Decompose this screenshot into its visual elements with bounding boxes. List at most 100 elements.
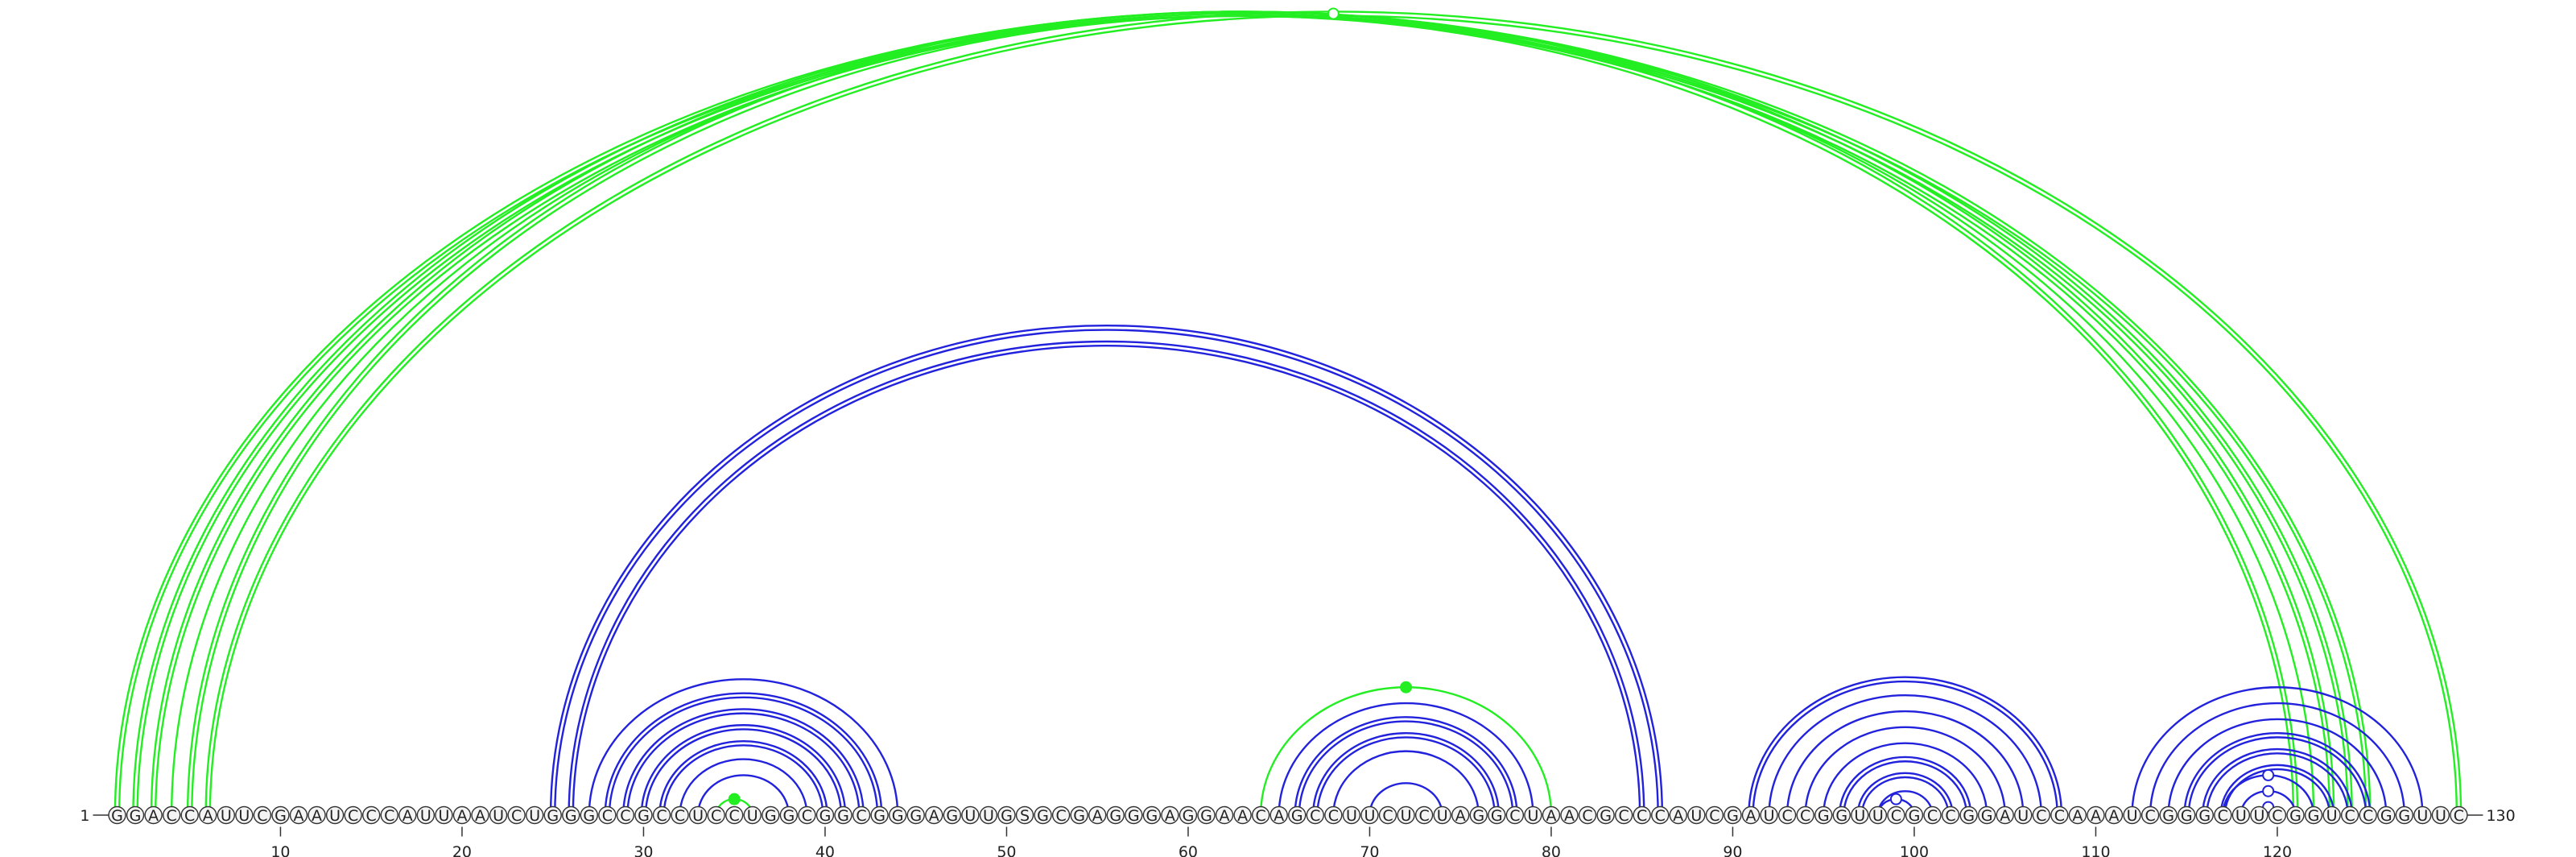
nucleotide-circle: [1342, 805, 1361, 825]
nucleotide-letter: U: [1872, 807, 1884, 825]
nucleotide: C: [162, 805, 181, 825]
nucleotide-circle: [1288, 805, 1307, 825]
nucleotide-circle: [2014, 805, 2033, 825]
arc-stroke: [132, 10, 2353, 816]
nucleotide-circle: [1651, 805, 1670, 825]
arc-stroke: [1298, 720, 1514, 816]
nucleotide-circle: [1796, 805, 1814, 825]
nucleotide-letter: G: [2308, 807, 2320, 825]
arcs-layer: [114, 7, 2462, 816]
nucleotide-circle: [471, 805, 489, 825]
nucleotide-letter: G: [946, 807, 958, 825]
nucleotide-letter: G: [2380, 807, 2392, 825]
nucleotide-letter: U: [692, 807, 704, 825]
nucleotide: G: [1106, 805, 1125, 825]
nucleotide-circle: [2413, 805, 2432, 825]
arc-stroke: [1368, 782, 1443, 816]
nucleotide-letter: C: [1781, 807, 1792, 825]
arc-stroke: [150, 10, 2335, 816]
nucleotide-circle: [762, 805, 780, 825]
arc-stroke: [186, 10, 2299, 816]
nucleotide: G: [108, 805, 126, 825]
base-pair-arc: [186, 10, 2299, 816]
arc-stroke: [568, 340, 1645, 816]
nucleotide-circle: [1125, 805, 1143, 825]
nucleotide-letter: A: [1546, 807, 1556, 825]
tick-label: 80: [1542, 843, 1561, 857]
nucleotide-circle: [652, 805, 671, 825]
nucleotide: U: [325, 805, 345, 825]
nucleotide-circle: [1142, 805, 1162, 825]
hollow-marker-icon: [2262, 785, 2275, 797]
nucleotide-letter: C: [167, 807, 177, 825]
nucleotide: U: [525, 805, 544, 825]
nucleotide-letter: C: [1800, 807, 1810, 825]
nucleotide: U: [979, 805, 998, 825]
nucleotide-circle: [398, 805, 417, 825]
nucleotide-letter: G: [583, 807, 595, 825]
nucleotide-circle: [253, 805, 272, 825]
nucleotide-letter: C: [1256, 807, 1266, 825]
nucleotide: A: [1560, 805, 1579, 825]
nucleotide-letter: G: [1109, 807, 1121, 825]
nucleotide-circle: [2032, 805, 2051, 825]
nucleotide-circle: [1959, 805, 1978, 825]
nucleotide-circle: [2250, 805, 2268, 825]
nucleotide: U: [1433, 805, 1451, 825]
nucleotide-letter: U: [2127, 807, 2138, 825]
nucleotide-circle: [2104, 805, 2124, 825]
nucleotide: U: [688, 805, 708, 825]
base-pair-arc: [1876, 790, 1934, 816]
nucleotide-letter: G: [1128, 807, 1140, 825]
arc-stroke: [1332, 750, 1480, 816]
nucleotide: G: [1179, 805, 1198, 825]
nucleotide: G: [2395, 805, 2414, 825]
nucleotide-letter: G: [130, 807, 142, 825]
nucleotide-letter: S: [1020, 807, 1030, 825]
base-pair-arc: [640, 724, 847, 816]
nucleotide-letter: A: [1746, 807, 1757, 825]
nucleotide-letter: A: [312, 807, 322, 825]
nucleotide: U: [961, 805, 980, 825]
tick-label: 20: [452, 843, 472, 857]
nucleotide: U: [235, 805, 254, 825]
nucleotide: C: [1614, 805, 1633, 825]
hollow-marker-icon: [1889, 793, 1902, 805]
nucleotide-circle: [906, 805, 925, 825]
arc-stroke: [2187, 736, 2368, 816]
base-pair-arc: [1804, 726, 2006, 816]
nucleotide-circle: [1560, 805, 1579, 825]
nucleotide: C: [652, 805, 671, 825]
backbone-layer: 1 130: [80, 807, 2515, 825]
nucleotide: G: [562, 805, 580, 825]
base-pair-arc: [604, 692, 883, 816]
tick-label: 10: [270, 843, 290, 857]
nucleotide-circle: [1233, 805, 1252, 825]
arc-stroke: [1843, 760, 1968, 816]
nucleotide: G: [762, 805, 780, 825]
nucleotide-circle: [1760, 805, 1778, 825]
nucleotide: C: [725, 805, 744, 825]
nucleotide: C: [671, 805, 689, 825]
nucleotide-circle: [1051, 805, 1071, 825]
nucleotide-letter: G: [1200, 807, 1212, 825]
nucleotide-letter: C: [1382, 807, 1393, 825]
nucleotide-circle: [997, 805, 1016, 825]
tick-label: 120: [2263, 843, 2292, 857]
arc-stroke: [626, 712, 861, 816]
nucleotide-circle: [1941, 805, 1960, 825]
nucleotide-circle: [1414, 805, 1434, 825]
arc-stroke: [588, 678, 899, 816]
nucleotide: S: [1015, 805, 1034, 825]
nucleotide-circle: [2087, 805, 2105, 825]
nucleotide-letter: C: [656, 807, 667, 825]
nucleotide-letter: U: [964, 807, 976, 825]
axis-tick: 30: [634, 826, 654, 857]
nucleotide: C: [1378, 805, 1397, 825]
arc-stroke: [1768, 693, 2042, 816]
nucleotide: G: [1034, 805, 1052, 825]
nucleotide-letter: A: [1673, 807, 1683, 825]
nucleotide: G: [580, 805, 598, 825]
nucleotide: G: [906, 805, 925, 825]
nucleotide: C: [1651, 805, 1670, 825]
